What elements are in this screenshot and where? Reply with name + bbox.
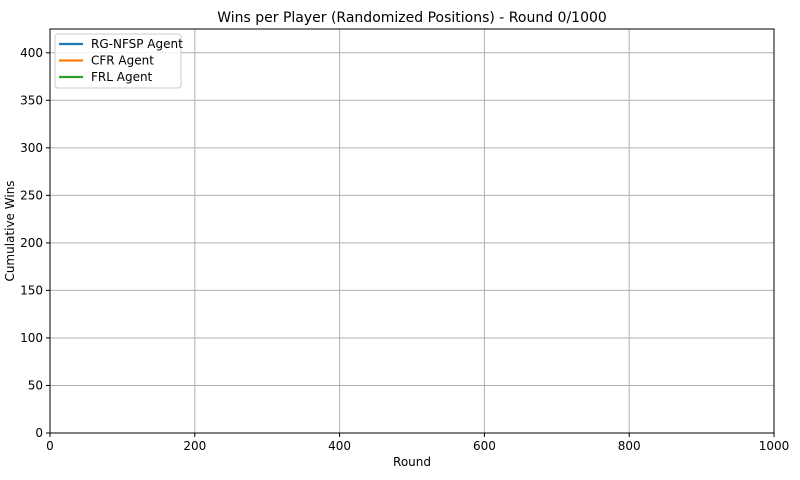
chart-title: Wins per Player (Randomized Positions) -… [217, 10, 607, 26]
y-tick-label: 200 [20, 236, 43, 250]
x-axis: 0 200 400 600 800 1000 [46, 433, 789, 453]
plot-area [50, 29, 774, 433]
y-tick-label: 150 [20, 283, 43, 297]
legend: RG-NFSP Agent CFR Agent FRL Agent [54, 33, 183, 89]
legend-label: RG-NFSP Agent [91, 37, 183, 51]
y-tick-label: 250 [20, 188, 43, 202]
y-tick-label: 400 [20, 46, 43, 60]
x-tick-label: 600 [473, 439, 496, 453]
grid [49, 29, 775, 434]
y-tick-label: 350 [20, 93, 43, 107]
y-tick-label: 100 [20, 331, 43, 345]
legend-label: CFR Agent [91, 54, 154, 68]
x-tick-label: 1000 [759, 439, 790, 453]
y-tick-label: 300 [20, 141, 43, 155]
y-axis: 0 50 100 150 200 250 300 350 400 [20, 46, 50, 440]
x-tick-label: 200 [183, 439, 206, 453]
x-tick-label: 800 [618, 439, 641, 453]
y-axis-label: Cumulative Wins [3, 180, 17, 281]
y-tick-label: 0 [35, 426, 43, 440]
plot-frame [49, 28, 775, 434]
y-tick-label: 50 [28, 378, 43, 392]
x-axis-label: Round [393, 455, 431, 469]
legend-box [54, 33, 182, 89]
x-tick-label: 0 [46, 439, 54, 453]
x-tick-label: 400 [328, 439, 351, 453]
legend-label: FRL Agent [91, 70, 153, 84]
